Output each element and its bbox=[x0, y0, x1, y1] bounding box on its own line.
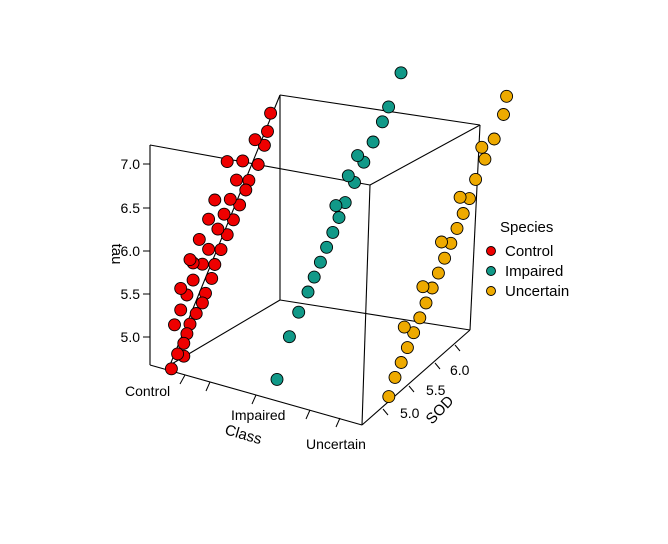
data-point-uncertain bbox=[382, 390, 396, 404]
data-point-uncertain bbox=[394, 356, 408, 369]
data-point-impaired bbox=[332, 211, 346, 224]
data-point-control bbox=[164, 362, 178, 376]
legend-title: Species bbox=[500, 219, 553, 236]
data-point-impaired bbox=[329, 199, 343, 213]
z-tick-label: 5.0 bbox=[121, 329, 141, 345]
data-point-control bbox=[264, 106, 278, 120]
data-point-control bbox=[186, 273, 200, 287]
data-point-uncertain bbox=[431, 266, 445, 280]
data-point-control bbox=[174, 303, 188, 317]
data-point-uncertain bbox=[450, 221, 464, 235]
data-point-uncertain bbox=[469, 172, 483, 186]
data-point-impaired bbox=[282, 330, 296, 344]
data-point-uncertain bbox=[438, 251, 452, 265]
data-point-control bbox=[217, 207, 231, 221]
z-tick-label: 5.5 bbox=[121, 286, 141, 302]
data-point-control bbox=[239, 183, 253, 197]
data-point-control bbox=[208, 193, 222, 207]
y-axis: 5.0 5.5 6.0 SOD bbox=[382, 344, 470, 428]
y-tick-label: 6.0 bbox=[450, 362, 470, 378]
data-point-control bbox=[214, 243, 228, 257]
data-point-control bbox=[211, 222, 225, 236]
data-point-control bbox=[220, 228, 234, 242]
data-point-uncertain bbox=[478, 152, 492, 166]
data-point-impaired bbox=[292, 305, 306, 319]
data-point-control bbox=[174, 281, 188, 295]
z-axis-title: tau bbox=[108, 244, 125, 265]
data-point-control bbox=[195, 296, 209, 310]
data-point-control bbox=[177, 336, 191, 350]
data-point-control bbox=[251, 158, 265, 171]
data-point-impaired bbox=[313, 255, 327, 269]
data-point-impaired bbox=[375, 115, 389, 129]
data-point-control bbox=[208, 258, 222, 271]
data-point-uncertain bbox=[500, 89, 514, 103]
data-point-uncertain bbox=[453, 190, 467, 204]
y-tick-label: 5.5 bbox=[426, 382, 446, 398]
data-point-uncertain bbox=[456, 207, 470, 220]
data-point-control bbox=[189, 307, 203, 320]
data-point-uncertain bbox=[397, 320, 411, 334]
z-tick-label: 6.5 bbox=[121, 200, 141, 216]
data-point-control bbox=[223, 192, 237, 206]
data-point-control bbox=[248, 133, 262, 147]
data-point-impaired bbox=[301, 285, 315, 299]
data-point-uncertain bbox=[416, 280, 430, 294]
data-point-impaired bbox=[394, 66, 408, 80]
z-tick-label: 6.0 bbox=[121, 243, 141, 259]
data-point-impaired bbox=[320, 240, 334, 254]
data-point-control bbox=[183, 253, 197, 267]
data-point-uncertain bbox=[419, 296, 433, 310]
legend-label-impaired: Impaired bbox=[505, 263, 563, 280]
legend-marker-impaired bbox=[486, 266, 496, 276]
legend-label-control: Control bbox=[505, 243, 553, 260]
z-axis: 7.0 6.5 6.0 5.5 5.0 tau bbox=[108, 156, 150, 345]
data-point-impaired bbox=[341, 169, 355, 183]
data-point-impaired bbox=[366, 135, 380, 149]
x-tick-label-uncertain: Uncertain bbox=[306, 436, 366, 452]
data-point-control bbox=[257, 138, 271, 152]
data-point-control bbox=[233, 198, 247, 212]
x-axis-title: Class bbox=[223, 422, 264, 449]
data-point-control bbox=[236, 154, 250, 168]
data-point-uncertain bbox=[435, 235, 448, 249]
data-point-uncertain bbox=[400, 341, 414, 355]
data-point-control bbox=[171, 347, 185, 361]
legend-marker-uncertain bbox=[486, 286, 496, 296]
data-point-uncertain bbox=[497, 108, 510, 121]
data-point-impaired bbox=[326, 225, 340, 239]
data-point-control bbox=[202, 212, 216, 226]
x-tick-label-impaired: Impaired bbox=[231, 407, 285, 423]
data-point-control bbox=[230, 173, 243, 187]
legend: Species Control Impaired Uncertain bbox=[486, 219, 569, 300]
points-layer bbox=[164, 66, 514, 404]
data-point-control bbox=[226, 213, 240, 227]
data-point-control bbox=[220, 155, 234, 169]
data-point-impaired bbox=[351, 149, 365, 163]
legend-marker-control bbox=[486, 246, 496, 256]
data-point-impaired bbox=[270, 372, 284, 386]
data-point-uncertain bbox=[388, 370, 402, 384]
data-point-control bbox=[168, 318, 181, 332]
data-point-uncertain bbox=[407, 326, 421, 340]
data-point-control bbox=[202, 242, 216, 256]
data-point-impaired bbox=[382, 100, 396, 114]
x-tick-label-control: Control bbox=[125, 383, 170, 399]
legend-label-uncertain: Uncertain bbox=[505, 283, 569, 300]
y-tick-label: 5.0 bbox=[400, 405, 420, 421]
x-axis: Control Impaired Uncertain Class bbox=[125, 374, 366, 452]
data-point-control bbox=[205, 271, 219, 285]
data-point-impaired bbox=[307, 270, 321, 284]
data-point-uncertain bbox=[487, 132, 501, 146]
data-point-uncertain bbox=[475, 140, 489, 154]
data-point-control bbox=[192, 232, 206, 246]
data-point-control bbox=[261, 124, 274, 138]
z-tick-label: 7.0 bbox=[121, 156, 141, 172]
data-point-uncertain bbox=[413, 311, 427, 325]
